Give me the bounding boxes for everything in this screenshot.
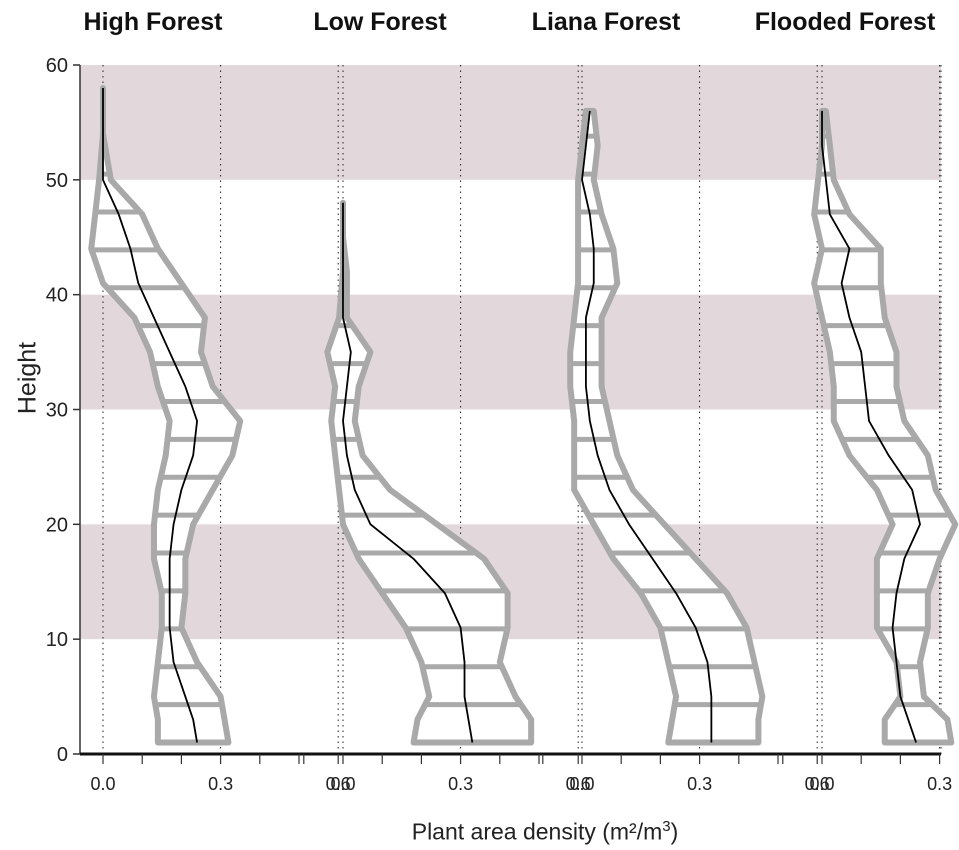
- range-envelope-panel-1: [324, 199, 535, 746]
- x-tick-label-p1-0: 0.0: [330, 774, 355, 794]
- x-axis-label-main: Plant area density (m²/m: [411, 818, 663, 845]
- y-tick-label-2: 20: [46, 514, 68, 536]
- x-tick-label-p0-1: 0.3: [208, 774, 233, 794]
- x-tick-label-p0-0: 0.0: [90, 774, 115, 794]
- panel-title-flooded-forest: Flooded Forest: [754, 8, 936, 36]
- x-tick-label-p1-1: 0.3: [448, 774, 473, 794]
- range-envelope-panel-3: [811, 107, 959, 746]
- mean-profile-panel-0: [102, 87, 198, 743]
- y-tick-label-4: 40: [46, 285, 68, 307]
- height-band-2: [80, 65, 941, 180]
- panel-title-liana-forest: Liana Forest: [531, 8, 681, 36]
- x-tick-label-p2-0: 0.0: [569, 774, 594, 794]
- range-envelope-panel-0: [88, 84, 244, 746]
- y-tick-label-3: 30: [46, 400, 68, 422]
- x-axis-label: Plant area density (m²/m3): [412, 818, 679, 846]
- mean-profile-panel-1: [342, 202, 474, 743]
- range-envelope-panel-2: [567, 107, 766, 746]
- x-axis-label-end: ): [670, 818, 679, 845]
- y-tick-label-1: 10: [46, 629, 68, 651]
- x-tick-label-p3-0: 0.0: [809, 774, 834, 794]
- x-tick-label-p3-1: 0.3: [927, 774, 952, 794]
- panel-title-low-forest: Low Forest: [313, 8, 447, 36]
- height-band-1: [80, 294, 941, 410]
- x-tick-label-p1-2: 0.6: [566, 774, 591, 794]
- mean-profile-panel-2: [581, 110, 713, 743]
- x-tick-label-p0-2: 0.6: [326, 774, 351, 794]
- y-tick-label-6: 60: [46, 55, 68, 77]
- x-tick-label-p2-2: 0.6: [805, 774, 830, 794]
- panel-title-high-forest: High Forest: [83, 8, 223, 36]
- mean-profile-panel-3: [821, 110, 921, 743]
- y-tick-label-0: 0: [57, 744, 68, 766]
- x-axis-label-superscript: 3: [662, 818, 671, 835]
- x-tick-label-p2-1: 0.3: [687, 774, 712, 794]
- y-tick-label-5: 50: [46, 170, 68, 192]
